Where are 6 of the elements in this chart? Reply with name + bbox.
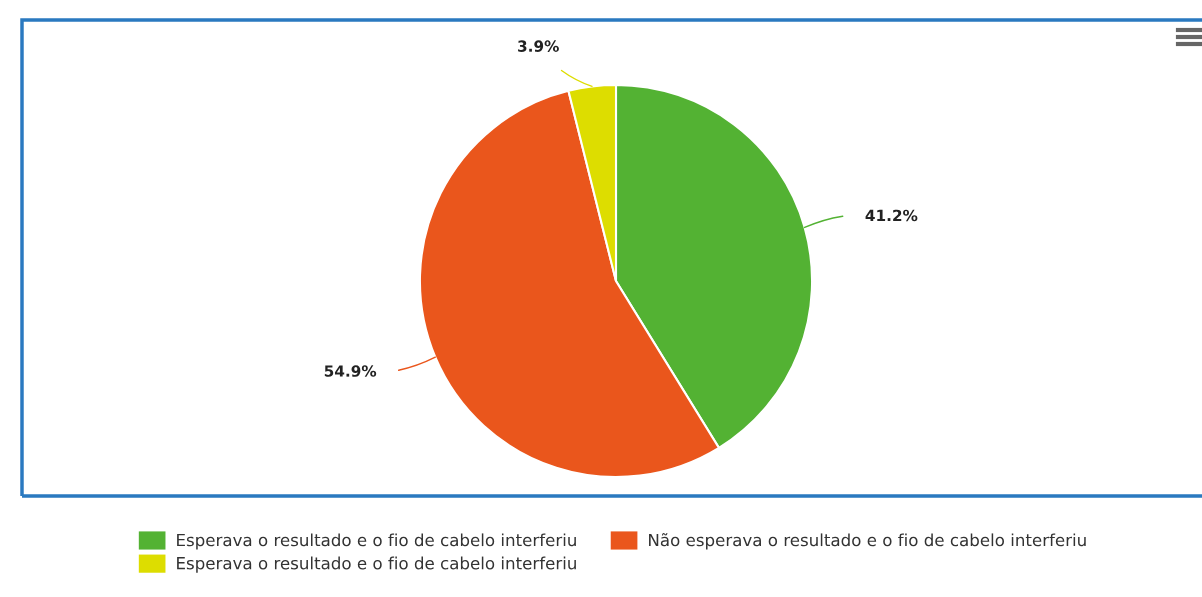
legend-label: Esperava o resultado e o fio de cabelo interferiu [177, 556, 576, 573]
legend-label: Não esperava o resultado e o fio de cabelo interferiu [649, 533, 1086, 550]
data-label: 41.2% [865, 209, 918, 222]
data-label: 54.9% [324, 365, 377, 377]
legend-label: Esperava o resultado e o fio de cabelo interferiu [177, 533, 576, 550]
data-label: 3.9% [518, 40, 559, 52]
